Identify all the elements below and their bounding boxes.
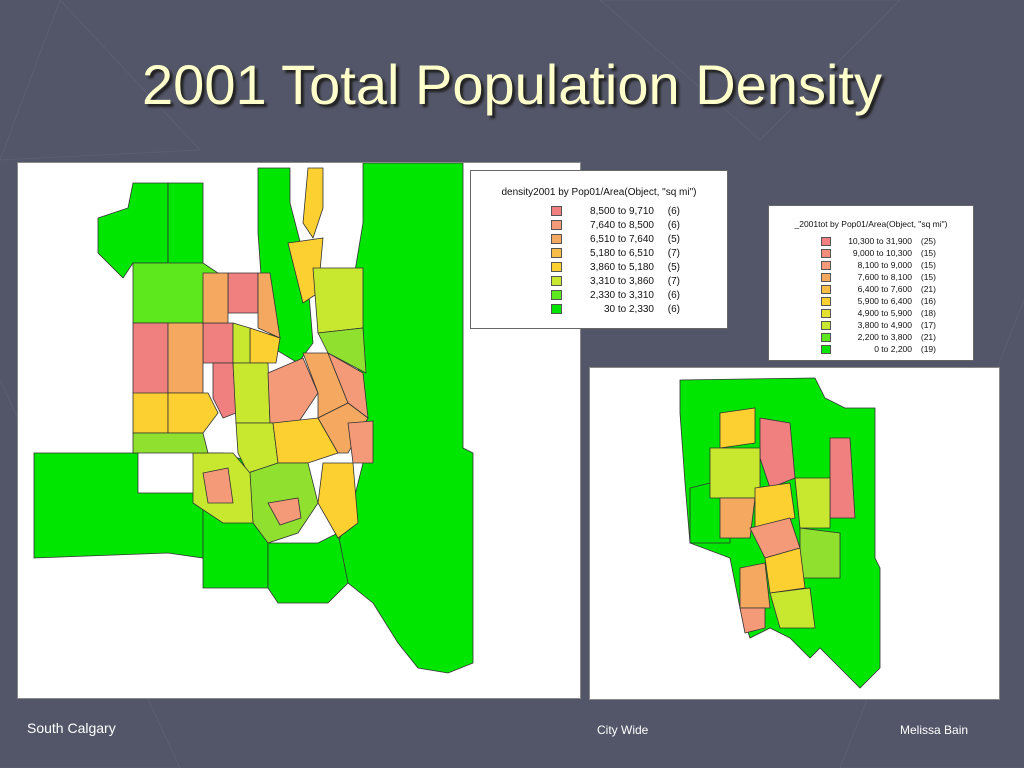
- legend-range: 9,000 to 10,300: [852, 248, 912, 258]
- legend-range: 2,330 to 3,310: [590, 289, 654, 301]
- legend-swatch: [821, 320, 831, 330]
- legend-entry: 7,600 to 8,100 (15): [821, 271, 973, 283]
- legend-entry: 7,640 to 8,500 (6): [551, 218, 727, 232]
- legend-count: (21): [920, 332, 936, 342]
- legend-range: 7,640 to 8,500: [590, 219, 654, 231]
- legend-count: (5): [667, 261, 680, 273]
- legend-range: 3,800 to 4,900: [857, 320, 912, 330]
- legend-entry: 0 to 2,200 (19): [821, 343, 973, 355]
- legend-rows: 10,300 to 31,900 (25) 9,000 to 10,300 (15) 8…: [769, 235, 973, 355]
- legend-count: (6): [667, 205, 680, 217]
- legend-entry: 4,900 to 5,900 (18): [821, 307, 973, 319]
- legend-range: 30 to 2,330: [603, 303, 654, 315]
- legend-entry: 2,330 to 3,310 (6): [551, 288, 727, 302]
- legend-count: (6): [667, 219, 680, 231]
- legend-swatch: [821, 248, 831, 258]
- footer-center: City Wide: [597, 723, 649, 737]
- legend-swatch: [551, 276, 562, 286]
- legend-entry: 10,300 to 31,900 (25): [821, 235, 973, 247]
- legend-entry: 3,800 to 4,900 (17): [821, 319, 973, 331]
- legend-title: density2001 by Pop01/Area(Object, "sq mi…: [501, 187, 697, 198]
- legend-count: (7): [667, 247, 680, 259]
- legend-swatch: [821, 308, 831, 318]
- legend-swatch: [551, 290, 562, 300]
- legend-entry: 9,000 to 10,300 (15): [821, 247, 973, 259]
- legend-title: _2001tot by Pop01/Area(Object, "sq mi"): [794, 219, 948, 229]
- legend-swatch: [551, 220, 562, 230]
- legend-range: 8,500 to 9,710: [590, 205, 654, 217]
- legend-range: 6,510 to 7,640: [590, 233, 654, 245]
- legend-swatch: [821, 272, 831, 282]
- legend-count: (16): [920, 296, 936, 306]
- legend-swatch: [551, 248, 562, 258]
- legend-count: (18): [920, 308, 936, 318]
- slide-title: 2001 Total Population Density: [142, 53, 882, 116]
- south-legend: density2001 by Pop01/Area(Object, "sq mi…: [470, 170, 728, 329]
- legend-range: 4,900 to 5,900: [857, 308, 912, 318]
- citywide-map: [589, 367, 1000, 700]
- legend-count: (15): [920, 272, 936, 282]
- citywide-legend: _2001tot by Pop01/Area(Object, "sq mi") …: [768, 205, 974, 361]
- legend-range: 3,310 to 3,860: [590, 275, 654, 287]
- footer-right: Melissa Bain: [900, 723, 969, 737]
- legend-entry: 8,100 to 9,000 (15): [821, 259, 973, 271]
- legend-entry: 5,900 to 6,400 (16): [821, 295, 973, 307]
- legend-swatch: [821, 332, 831, 342]
- legend-count: (5): [667, 233, 680, 245]
- citywide-map-drawing: [679, 377, 881, 689]
- legend-entry: 30 to 2,330 (6): [551, 302, 727, 316]
- legend-count: (6): [667, 303, 680, 315]
- legend-range: 5,180 to 6,510: [590, 247, 654, 259]
- legend-swatch: [821, 236, 831, 246]
- legend-entry: 5,180 to 6,510 (7): [551, 246, 727, 260]
- legend-swatch: [551, 262, 562, 272]
- legend-swatch: [821, 260, 831, 270]
- legend-count: (21): [920, 284, 936, 294]
- legend-swatch: [551, 304, 562, 314]
- legend-entry: 2,200 to 3,800 (21): [821, 331, 973, 343]
- legend-range: 6,400 to 7,600: [857, 284, 912, 294]
- legend-count: (25): [920, 236, 936, 246]
- legend-count: (15): [920, 248, 936, 258]
- legend-range: 2,200 to 3,800: [857, 332, 912, 342]
- legend-range: 8,100 to 9,000: [857, 260, 912, 270]
- legend-range: 7,600 to 8,100: [857, 272, 912, 282]
- legend-count: (7): [667, 275, 680, 287]
- legend-count: (19): [920, 344, 936, 354]
- legend-range: 5,900 to 6,400: [857, 296, 912, 306]
- legend-entry: 3,860 to 5,180 (5): [551, 260, 727, 274]
- legend-entry: 6,400 to 7,600 (21): [821, 283, 973, 295]
- legend-rows: 8,500 to 9,710 (6) 7,640 to 8,500 (6) 6,510 …: [471, 204, 727, 316]
- south-map-drawing: [33, 162, 474, 674]
- legend-entry: 8,500 to 9,710 (6): [551, 204, 727, 218]
- legend-swatch: [821, 284, 831, 294]
- legend-range: 3,860 to 5,180: [590, 261, 654, 273]
- legend-swatch: [821, 296, 831, 306]
- legend-count: (15): [920, 260, 936, 270]
- legend-range: 10,300 to 31,900: [848, 236, 912, 246]
- legend-entry: 3,310 to 3,860 (7): [551, 274, 727, 288]
- legend-swatch: [821, 344, 831, 354]
- legend-swatch: [551, 206, 562, 216]
- footer-left: South Calgary: [27, 720, 116, 736]
- legend-count: (17): [920, 320, 936, 330]
- legend-swatch: [551, 234, 562, 244]
- legend-count: (6): [667, 289, 680, 301]
- legend-entry: 6,510 to 7,640 (5): [551, 232, 727, 246]
- legend-range: 0 to 2,200: [874, 344, 912, 354]
